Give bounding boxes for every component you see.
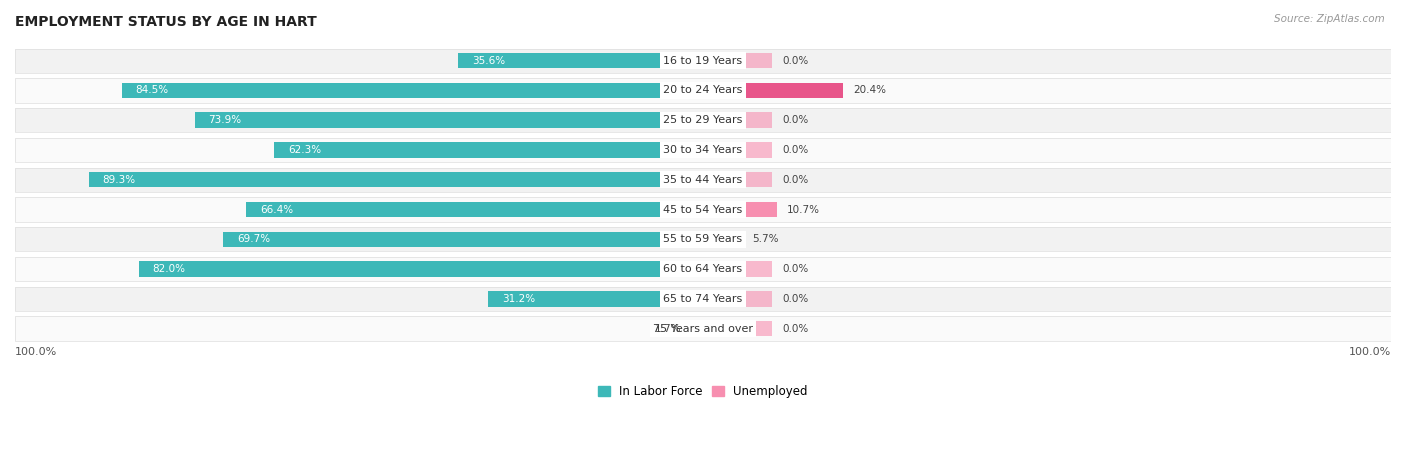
Text: 100.0%: 100.0%: [1348, 347, 1391, 357]
Bar: [15, 78, 1391, 103]
Text: 0.0%: 0.0%: [782, 145, 808, 155]
Text: 69.7%: 69.7%: [238, 234, 270, 244]
Text: 31.2%: 31.2%: [502, 294, 536, 304]
Text: 0.0%: 0.0%: [782, 264, 808, 274]
Text: 5.7%: 5.7%: [752, 234, 779, 244]
Text: EMPLOYMENT STATUS BY AGE IN HART: EMPLOYMENT STATUS BY AGE IN HART: [15, 15, 316, 29]
Text: 82.0%: 82.0%: [153, 264, 186, 274]
Bar: [15, 316, 1391, 341]
Text: 55 to 59 Years: 55 to 59 Years: [664, 234, 742, 244]
Text: 66.4%: 66.4%: [260, 204, 292, 215]
Text: 25 to 29 Years: 25 to 29 Years: [664, 115, 742, 125]
Text: 0.0%: 0.0%: [782, 56, 808, 66]
Bar: [15, 227, 1391, 252]
Bar: [15, 167, 1391, 192]
Bar: [703, 112, 772, 128]
Bar: [15, 257, 1391, 281]
Bar: [15, 286, 1391, 311]
Bar: [89, 172, 703, 188]
Text: Source: ZipAtlas.com: Source: ZipAtlas.com: [1274, 14, 1385, 23]
Text: 75 Years and over: 75 Years and over: [652, 323, 754, 334]
Bar: [15, 49, 1391, 73]
Text: 35 to 44 Years: 35 to 44 Years: [664, 175, 742, 185]
Bar: [15, 108, 1391, 133]
Text: 30 to 34 Years: 30 to 34 Years: [664, 145, 742, 155]
Bar: [15, 197, 1391, 222]
Bar: [703, 83, 844, 98]
Bar: [15, 167, 1391, 192]
Bar: [703, 172, 772, 188]
Text: 0.0%: 0.0%: [782, 175, 808, 185]
Bar: [703, 231, 742, 247]
Bar: [703, 53, 772, 69]
Bar: [15, 78, 1391, 103]
Bar: [246, 202, 703, 217]
Text: 73.9%: 73.9%: [208, 115, 242, 125]
Bar: [15, 49, 1391, 73]
Bar: [15, 316, 1391, 341]
Bar: [274, 142, 703, 158]
Text: 62.3%: 62.3%: [288, 145, 321, 155]
Text: 84.5%: 84.5%: [135, 86, 169, 96]
Bar: [139, 261, 703, 277]
Text: 65 to 74 Years: 65 to 74 Years: [664, 294, 742, 304]
Bar: [224, 231, 703, 247]
Text: 45 to 54 Years: 45 to 54 Years: [664, 204, 742, 215]
Bar: [458, 53, 703, 69]
Bar: [692, 321, 703, 336]
Text: 20 to 24 Years: 20 to 24 Years: [664, 86, 742, 96]
Text: 89.3%: 89.3%: [103, 175, 135, 185]
Bar: [15, 257, 1391, 281]
Text: 1.7%: 1.7%: [654, 323, 681, 334]
Text: 10.7%: 10.7%: [787, 204, 820, 215]
Bar: [194, 112, 703, 128]
Bar: [488, 291, 703, 307]
Bar: [122, 83, 703, 98]
Bar: [15, 138, 1391, 162]
Bar: [15, 227, 1391, 252]
Bar: [703, 202, 776, 217]
Bar: [15, 138, 1391, 162]
Text: 20.4%: 20.4%: [853, 86, 887, 96]
Bar: [703, 142, 772, 158]
Bar: [703, 261, 772, 277]
Text: 35.6%: 35.6%: [472, 56, 505, 66]
Text: 100.0%: 100.0%: [15, 347, 58, 357]
Text: 0.0%: 0.0%: [782, 294, 808, 304]
Bar: [15, 286, 1391, 311]
Legend: In Labor Force, Unemployed: In Labor Force, Unemployed: [593, 380, 813, 403]
Text: 16 to 19 Years: 16 to 19 Years: [664, 56, 742, 66]
Text: 60 to 64 Years: 60 to 64 Years: [664, 264, 742, 274]
Bar: [15, 108, 1391, 133]
Bar: [15, 197, 1391, 222]
Bar: [703, 321, 772, 336]
Bar: [703, 291, 772, 307]
Text: 0.0%: 0.0%: [782, 323, 808, 334]
Text: 0.0%: 0.0%: [782, 115, 808, 125]
